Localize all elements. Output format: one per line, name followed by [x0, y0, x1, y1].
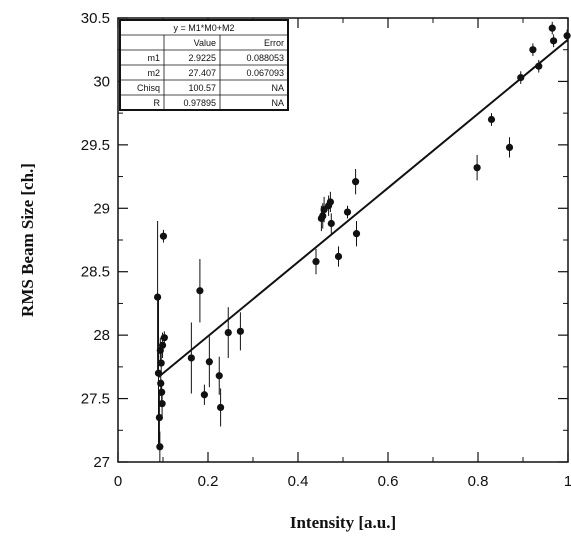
- data-point: [157, 379, 165, 387]
- fit-table-cell: m1: [147, 53, 160, 63]
- data-point: [236, 327, 244, 335]
- data-point: [217, 403, 225, 412]
- y-tick-label: 29.5: [81, 137, 110, 154]
- data-point: [550, 37, 558, 45]
- fit-line: [157, 38, 569, 378]
- data-point: [487, 115, 496, 124]
- x-axis: 0 0.2 0.4 0.6 0.8 1: [114, 18, 571, 490]
- fit-table-cell: m2: [147, 68, 160, 78]
- data-point: [473, 164, 481, 172]
- y-tick-label: 30.5: [81, 10, 110, 27]
- data-point: [155, 414, 163, 422]
- x-tick-label: 0.2: [198, 473, 219, 490]
- data-point: [224, 329, 232, 337]
- data-point: [159, 232, 168, 240]
- data-point: [343, 208, 352, 216]
- data-point: [326, 198, 334, 206]
- data-point: [563, 32, 571, 40]
- y-tick-label: 28: [93, 327, 110, 344]
- data-point: [327, 219, 335, 228]
- data-point: [200, 391, 208, 399]
- data-point: [334, 252, 343, 261]
- data-point: [187, 354, 195, 362]
- x-tick-label: 0: [114, 473, 122, 490]
- data-point: [158, 400, 166, 408]
- data-point: [319, 212, 327, 220]
- x-tick-label: 0.4: [288, 473, 309, 490]
- data-point: [205, 358, 213, 366]
- x-tick-label: 0.8: [468, 473, 489, 490]
- fit-table-cell: 0.088053: [246, 53, 284, 63]
- fit-table-cell: R: [154, 98, 161, 108]
- x-tick-label: 1: [564, 473, 571, 490]
- data-point: [157, 359, 165, 367]
- data-point: [548, 24, 556, 32]
- data-point: [156, 443, 164, 451]
- fit-table-cell: 0.067093: [246, 68, 284, 78]
- data-point: [529, 46, 537, 54]
- fit-table-cell: 0.97895: [183, 98, 216, 108]
- fit-table-cell: NA: [271, 83, 284, 93]
- data-point: [517, 74, 525, 82]
- data-point: [352, 178, 360, 186]
- data-point: [535, 62, 543, 70]
- fit-table-cell: 2.9225: [188, 53, 216, 63]
- fit-table-cell: 100.57: [188, 83, 216, 93]
- x-axis-title: Intensity [a.u.]: [290, 513, 396, 532]
- y-axis: 27 27.5 28 28.5 29 29.5 30 30.5: [81, 10, 568, 471]
- y-tick-label: 29: [93, 200, 110, 217]
- y-tick-label: 27.5: [81, 391, 110, 408]
- y-tick-label: 28.5: [81, 264, 110, 281]
- data-points: [154, 21, 571, 462]
- fit-table-cell: Chisq: [137, 83, 160, 93]
- data-point: [160, 334, 168, 342]
- fit-table-header: y = M1*M0+M2: [173, 23, 234, 33]
- x-tick-label: 0.6: [378, 473, 399, 490]
- data-point: [312, 257, 320, 266]
- fit-table-cell: NA: [271, 98, 284, 108]
- data-point: [158, 341, 167, 349]
- data-point: [196, 287, 204, 295]
- data-point: [352, 230, 361, 238]
- data-point: [154, 293, 162, 301]
- data-point: [505, 143, 514, 151]
- fit-results-table: y = M1*M0+M2 Value Error m1 2.9225 0.088053 m2…: [119, 19, 289, 111]
- fit-table-cell: Error: [264, 38, 284, 48]
- fit-table-cell: 27.407: [188, 68, 216, 78]
- fit-table-cell: Value: [194, 38, 216, 48]
- data-point: [215, 372, 223, 380]
- y-tick-label: 27: [93, 454, 110, 471]
- y-tick-label: 30: [93, 73, 110, 90]
- y-axis-title: RMS Beam Size [ch.]: [18, 163, 37, 317]
